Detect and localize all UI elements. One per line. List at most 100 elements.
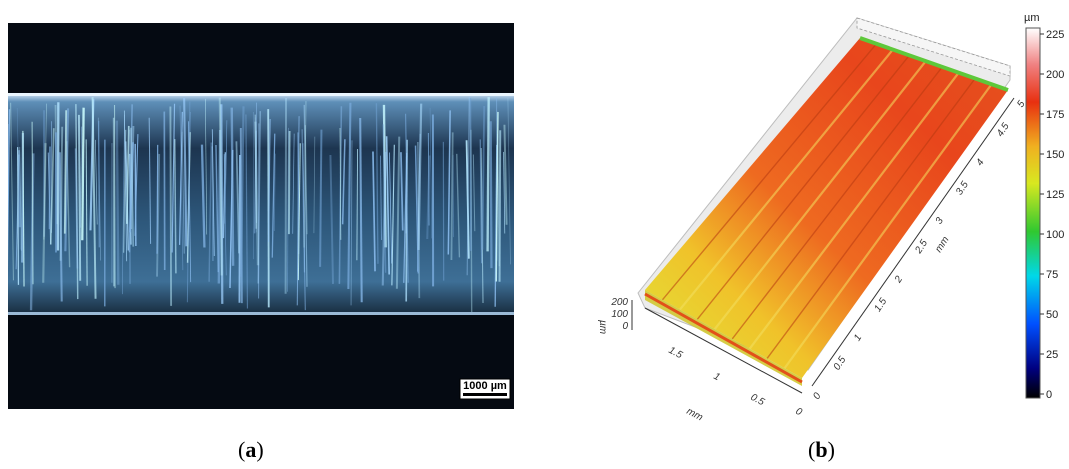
fiber-streak [381, 151, 387, 286]
fiber-streak [382, 104, 387, 248]
fiber-streak [64, 108, 70, 252]
fiber-streak [58, 152, 63, 302]
surface-ridge [661, 43, 877, 301]
fiber-streak [268, 119, 271, 242]
y-tick-label: 0.5 [832, 354, 849, 372]
y-axis-unit: mm [933, 235, 951, 255]
surface-ridge [713, 60, 927, 330]
fiber-streak [382, 124, 387, 273]
fiber-streak [49, 128, 55, 245]
fiber-streak [115, 120, 120, 285]
x-tick-label: 0.5 [749, 392, 767, 408]
fiber-streak [302, 143, 306, 311]
fiber-streak [427, 133, 430, 226]
fiber-streak [77, 114, 82, 281]
fiber-streak [287, 127, 289, 292]
colorbar-tick-label: 150 [1046, 149, 1064, 161]
surface-ridge [783, 83, 993, 369]
z-tick-label: 200 [610, 297, 628, 308]
fiber-streak [292, 133, 295, 234]
fiber-streak [389, 152, 393, 264]
fiber-streak [507, 97, 511, 265]
fiber-streak [240, 106, 245, 277]
micrograph-image: 1000 µm [6, 23, 514, 409]
fiber-streak [200, 144, 206, 248]
fiber-streak [469, 98, 472, 251]
surface-ridge [748, 72, 960, 350]
caption-a: (a) [238, 437, 264, 462]
fiber-streak [74, 148, 79, 269]
fiber-streak [503, 151, 506, 234]
fiber-streak [254, 117, 257, 233]
y-tick-label: 0 [811, 391, 823, 402]
fiber-streak [245, 114, 249, 309]
fiber-streak [43, 103, 47, 240]
fiber-streak [85, 139, 88, 286]
surface-ridge [696, 54, 910, 320]
fiber-streak [303, 104, 308, 287]
y-tick-label: 3 [934, 215, 946, 226]
fiber-streak [239, 127, 243, 304]
fiber-streak [98, 120, 100, 248]
fiber-streak [414, 145, 420, 274]
fiber-streak [211, 146, 214, 261]
fiber-streak [303, 101, 307, 248]
fiber-streak [179, 111, 183, 245]
fiber-streak [179, 105, 184, 271]
surface-ridge [731, 66, 943, 340]
fiber-streak [215, 144, 219, 273]
y-tick-label: 5 [1015, 99, 1027, 110]
fiber-streak [301, 129, 306, 273]
colorbar-tick-label: 175 [1046, 109, 1064, 121]
x-axis-unit: mm [685, 406, 705, 424]
fiber-streak [400, 152, 404, 231]
topography-plot: 200 100 0 µm 1.5 1 0.5 0 mm mm 00.511.52… [597, 12, 1064, 424]
fiber-streak [148, 117, 152, 244]
colorbar-tick-label: 100 [1046, 229, 1064, 241]
fiber-streak [375, 103, 379, 264]
fiber-streak [224, 120, 228, 224]
fiber-streak [211, 129, 215, 256]
fiber-streak [187, 121, 192, 283]
fiber-streak [63, 110, 68, 234]
fiber-streak [497, 134, 500, 267]
fiber-streak [356, 149, 359, 261]
fiber-streak [17, 147, 20, 285]
fiber-streak [486, 97, 490, 252]
fiber-streak [181, 131, 185, 254]
fiber-streak [395, 136, 401, 289]
fiber-streak [287, 131, 291, 235]
x-tick-label: 1.5 [667, 345, 685, 361]
fiber-streak [417, 103, 423, 251]
fiber-streak [113, 105, 116, 289]
fiber-streak [171, 103, 176, 253]
fiber-streak [95, 139, 98, 225]
fiber-streak [341, 139, 346, 225]
y-tick-label: 4 [974, 157, 986, 168]
fiber-streak [503, 124, 508, 225]
fiber-streak [472, 154, 476, 232]
fiber-streak [238, 155, 241, 303]
surface-ridge [679, 48, 894, 311]
colorbar-tick-label: 200 [1046, 69, 1064, 81]
topography-panel-b: 200 100 0 µm 1.5 1 0.5 0 mm mm 0 0.5 1 1.5 2… [590, 8, 1069, 428]
fiber-streak [405, 113, 409, 283]
caption-b: (b) [808, 437, 835, 462]
fiber-streak [498, 130, 502, 282]
z-tick-label: 0 [622, 321, 628, 332]
surface-ridge [766, 78, 976, 359]
scale-bar: 1000 µm [459, 378, 511, 400]
fiber-streak [313, 136, 316, 234]
fiber-streak [489, 121, 493, 269]
fiber-streak [465, 140, 470, 259]
fiber-streak [319, 129, 323, 267]
fiber-streak [169, 106, 173, 306]
fiber-streak [257, 111, 262, 284]
fiber-streak [359, 117, 363, 303]
fiber-streak [220, 104, 224, 304]
colorbar-tick-label: 125 [1046, 189, 1064, 201]
fiber-streak [297, 143, 301, 281]
z-axis-unit: µm [597, 320, 608, 334]
fiber-streak [81, 107, 85, 241]
fiber-streak [350, 140, 353, 306]
